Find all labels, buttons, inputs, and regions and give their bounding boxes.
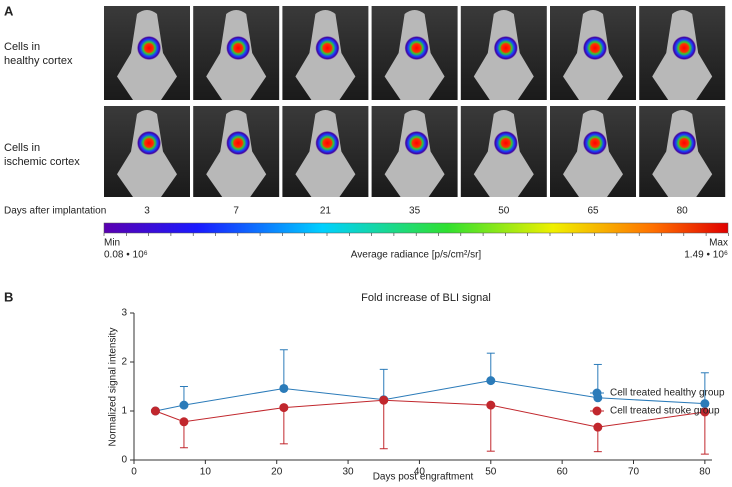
error-bar [279, 349, 288, 389]
signal-spot [137, 36, 161, 60]
y-tick-label: 2 [121, 357, 127, 368]
signal-spot [493, 36, 518, 60]
chart-title: Fold increase of BLI signal [361, 292, 491, 304]
data-point [379, 395, 389, 405]
data-point [150, 406, 160, 416]
data-point [279, 383, 289, 393]
data-point [179, 400, 189, 410]
signal-spot [226, 131, 251, 155]
legend-marker [592, 406, 602, 416]
data-point [279, 403, 289, 413]
day-label: 35 [409, 206, 421, 217]
colorbar-min-value: 0.08 • 10⁶ [104, 250, 148, 261]
x-tick-label: 20 [271, 467, 283, 478]
data-point [486, 400, 496, 410]
x-tick-label: 60 [557, 467, 569, 478]
day-label: 3 [144, 206, 150, 217]
signal-spot [404, 131, 429, 155]
error-bar [486, 352, 495, 381]
error-bar [279, 407, 288, 445]
signal-spot [226, 36, 251, 60]
signal-spot [583, 131, 607, 155]
day-label: 65 [587, 206, 599, 217]
signal-spot [315, 36, 340, 60]
day-label: 21 [320, 206, 332, 217]
x-tick-label: 10 [200, 467, 212, 478]
legend-label: Cell treated stroke group [610, 406, 720, 417]
row-label: Cells in ischemic cortex [4, 142, 80, 168]
signal-spot [583, 36, 607, 60]
colorbar-min: Min [104, 238, 120, 249]
signal-spot [315, 131, 340, 155]
signal-spot [672, 131, 697, 155]
y-axis-label: Normalized signal intensity [108, 328, 119, 447]
data-point [179, 417, 189, 427]
legend-marker [592, 388, 602, 398]
error-bar [379, 400, 388, 450]
x-tick-label: 0 [131, 467, 137, 478]
signal-spot [493, 131, 518, 155]
y-tick-label: 1 [121, 406, 127, 417]
panel-label: B [4, 289, 13, 304]
signal-spot [404, 36, 429, 60]
x-tick-label: 40 [414, 467, 426, 478]
colorbar-title: Average radiance [p/s/cm²/sr] [351, 250, 482, 261]
signal-spot [672, 36, 697, 60]
panel-label: A [4, 3, 14, 18]
colorbar-max: Max [709, 238, 728, 249]
data-point [700, 399, 710, 409]
signal-spot [137, 131, 161, 155]
error-bar [379, 368, 388, 400]
y-tick-label: 3 [121, 308, 127, 319]
error-bar [486, 405, 495, 452]
x-tick-label: 50 [485, 467, 497, 478]
colorbar [103, 222, 729, 234]
y-tick-label: 0 [121, 455, 127, 466]
day-label: 7 [233, 206, 239, 217]
error-bar [700, 372, 709, 404]
row-label: Cells in healthy cortex [4, 41, 73, 67]
x-axis-label: Days post engraftment [373, 472, 474, 483]
data-point [486, 376, 496, 386]
colorbar-max-value: 1.49 • 10⁶ [684, 250, 728, 261]
x-tick-label: 70 [628, 467, 640, 478]
x-tick-label: 80 [699, 467, 711, 478]
legend-label: Cell treated healthy group [610, 388, 725, 399]
day-label: 80 [677, 206, 689, 217]
data-point [593, 422, 603, 432]
data-point [700, 407, 710, 417]
days-title: Days after implantation [4, 206, 106, 217]
x-tick-label: 30 [343, 467, 355, 478]
error-bar [700, 411, 709, 455]
day-label: 50 [498, 206, 510, 217]
